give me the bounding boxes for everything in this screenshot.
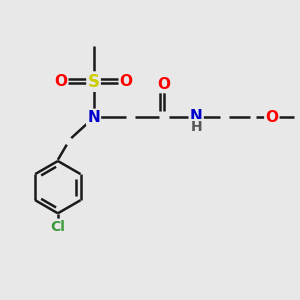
Text: S: S [88, 73, 100, 91]
Text: O: O [266, 110, 278, 125]
Text: O: O [120, 74, 133, 89]
Text: N: N [190, 109, 202, 124]
Text: O: O [54, 74, 67, 89]
Text: Cl: Cl [50, 220, 65, 234]
Text: O: O [157, 77, 170, 92]
Text: N: N [87, 110, 100, 125]
Text: H: H [190, 120, 202, 134]
